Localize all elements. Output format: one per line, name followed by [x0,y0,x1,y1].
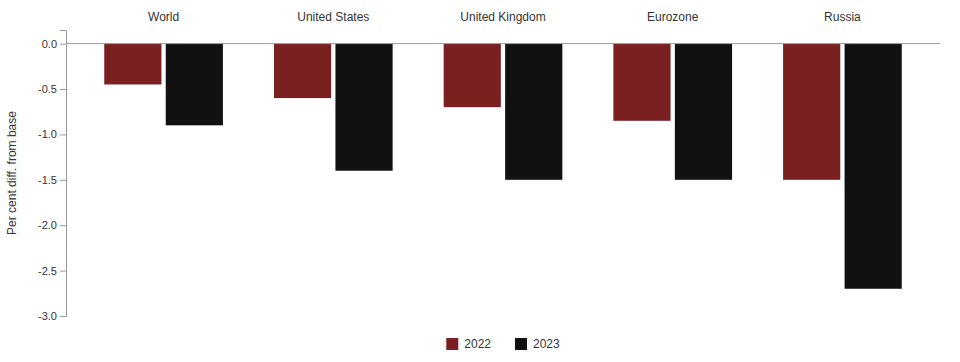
y-tick: -2.5 [38,265,66,277]
x-tick-label: United States [297,10,369,24]
legend-item: 2023 [515,337,560,351]
y-tick: -2.0 [38,219,66,231]
y-tick-mark [60,180,66,181]
y-tick: -1.5 [38,174,66,186]
zero-line [66,43,940,44]
x-tick: World [148,10,179,24]
x-tick: United Kingdom [460,10,545,24]
y-tick-mark [60,271,66,272]
y-tick-mark [60,316,66,317]
legend-item: 2022 [446,337,491,351]
bar [783,44,840,180]
y-tick-mark [60,89,66,90]
x-axis: World United States United Kingdom Eurozone… [148,10,861,24]
y-axis: 0.0 -0.5 -1.0 -1.5 -2.0 -2.5 -3.0 [38,31,66,323]
y-tick: -0.5 [38,83,66,95]
y-tick-label: -3.0 [38,310,57,322]
y-tick-mark [60,225,66,226]
x-tick: Russia [824,10,861,24]
plot-area: 0.0 -0.5 -1.0 -1.5 -2.0 -2.5 -3.0 Per cent diff… [5,10,940,322]
legend-swatch [515,338,527,350]
y-axis-title: Per cent diff. from base [5,111,19,235]
x-tick-label: United Kingdom [460,10,545,24]
y-tick-mark [60,134,66,135]
bar [444,44,501,108]
bar [505,44,562,180]
y-tick-mark [60,44,66,45]
y-tick: -3.0 [38,310,66,322]
y-axis-line [60,31,67,317]
y-tick-label: -2.5 [38,265,57,277]
x-tick-label: World [148,10,179,24]
bar [335,44,392,171]
y-tick-label: -0.5 [38,83,57,95]
legend: 2022 2023 [446,337,560,351]
legend-label: 2023 [533,337,560,351]
y-tick-label: -2.0 [38,219,57,231]
chart-svg: 0.0 -0.5 -1.0 -1.5 -2.0 -2.5 -3.0 Per cent diff… [0,0,960,362]
bar [845,44,902,289]
y-tick: 0.0 [42,38,66,50]
bar-series [166,44,902,289]
bars [104,44,902,289]
bar [104,44,161,85]
legend-swatch [446,338,458,350]
bar [166,44,223,126]
x-tick: United States [297,10,369,24]
y-tick: -1.0 [38,128,66,140]
x-tick-label: Eurozone [647,10,699,24]
bar [613,44,670,121]
bar-series [104,44,840,180]
x-tick: Eurozone [647,10,699,24]
y-tick-label: -1.5 [38,174,57,186]
bar [675,44,732,180]
legend-label: 2022 [464,337,491,351]
y-tick-label: -1.0 [38,128,57,140]
y-tick-label: 0.0 [42,38,57,50]
x-tick-label: Russia [824,10,861,24]
chart-container: 0.0 -0.5 -1.0 -1.5 -2.0 -2.5 -3.0 Per cent diff… [0,0,960,362]
bar [274,44,331,98]
